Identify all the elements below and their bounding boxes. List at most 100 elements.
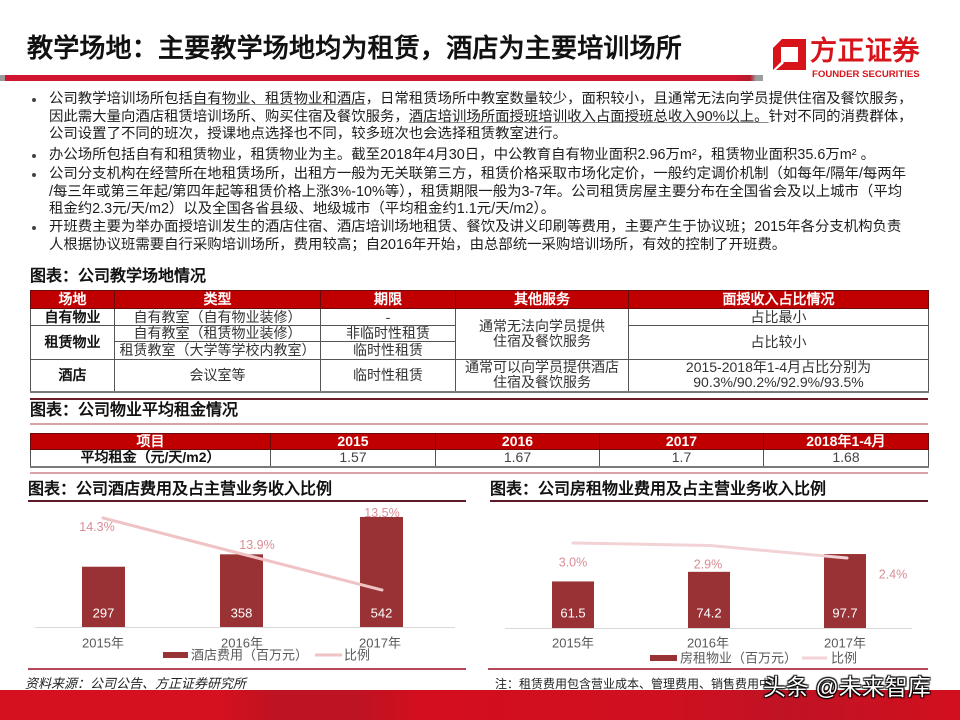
x-tick-label: 2017年 xyxy=(359,636,401,651)
underlined-segment: 酒店培训场所面授班培训收入占面授班总收入90%以上。 xyxy=(408,108,769,125)
rent-table-title: 图表：公司物业平均租金情况 xyxy=(30,402,239,419)
col-header-2016: 2016 xyxy=(435,433,600,450)
cell-item: 平均租金（元/天/m2） xyxy=(30,449,271,468)
x-tick-label: 2015年 xyxy=(552,636,594,651)
watermark: 头条 @未来智库 xyxy=(763,674,931,700)
text-segment: 公司教学培训场所包括 xyxy=(49,91,193,107)
table-row: 自有物业 自有教室（自有物业装修） - 通常无法向学员提供 住宿及餐饮服务 占比… xyxy=(30,308,929,360)
chart-title-underline xyxy=(490,500,928,502)
legend-label: 房租物业（百万元） xyxy=(680,651,797,666)
logo-text-en: FOUNDER SECURITIES xyxy=(812,69,920,80)
x-tick-label: 2016年 xyxy=(221,636,263,651)
chart-title-underline xyxy=(28,500,466,502)
legend-bar-swatch xyxy=(650,655,677,661)
bullet-line: 租金约2.3元/天/m2）以及全国各省县级、地级城市（平均租金约1.1元/天/m… xyxy=(49,201,556,217)
bullet-branch-leasing: 公司分支机构在经营所在地租赁场所，出租方一般为无关联第三方，租赁价格采取市场化定… xyxy=(32,166,907,219)
col-header-site: 场地 xyxy=(30,290,115,309)
logo-text-cn: 方正证券 xyxy=(810,36,920,66)
bullet-line: 公司分支机构在经营所在地租赁场所，出租方一般为无关联第三方，租赁价格采取市场化定… xyxy=(49,166,907,182)
hotel-expense-chart-canvas: 297 358 542 14.3% 13.9% 13.5% 2015年 2016… xyxy=(35,506,455,663)
ratio-label: 13.5% xyxy=(364,506,399,520)
cell-value-2018: 1.68 xyxy=(763,449,929,468)
bullet-dot-icon xyxy=(32,173,36,177)
cell-type: 自有教室（自有物业装修） xyxy=(114,308,321,326)
table-header-row: 项目 2015 2016 2017 2018年1-4月 xyxy=(30,433,929,450)
section-divider xyxy=(30,423,928,425)
bar-2015 xyxy=(82,566,125,627)
bullet-teaching-sites: 公司教学培训场所包括自有物业、租赁物业和酒店，日常租赁场所中教室数量较少，面积较… xyxy=(32,91,913,144)
cell-term: 临时性租赁 xyxy=(320,341,456,360)
text-segment: 因此需大量向酒店租赁培训场所、购买住宿及餐饮服务， xyxy=(49,108,409,125)
cell-services: 通常可以向学员提供酒店 住宿及餐饮服务 xyxy=(455,359,629,393)
rent-chart-title: 图表：公司房租物业费用及占主营业务收入比例 xyxy=(490,481,827,498)
bullet-line: 因此需大量向酒店租赁培训场所、购买住宿及餐饮服务，酒店培训场所面授班培训收入占面… xyxy=(49,109,913,127)
cell-term: 非临时性租赁 xyxy=(320,325,456,342)
text-segment: ，日常租赁场所中教室数量较少，面积较小，且通常无法向学员提供住宿及餐饮服务， xyxy=(365,91,913,107)
cell-type: 租赁教室（大学等学校内教室） xyxy=(114,341,321,360)
col-header-term: 期限 xyxy=(320,290,456,309)
cell-revenue-share: 2015-2018年1-4月占比分别为 90.3%/90.2%/92.9%/93… xyxy=(628,359,929,393)
bullet-office-space: 办公场所包括自有和租赁物业，租赁物业为主。截至2018年4月30日，中公教育自有… xyxy=(32,147,875,165)
bullet-line: 开班费主要为举办面授培训发生的酒店住宿、酒店培训场地租赁、餐饮及讲义印刷等费用，… xyxy=(49,219,902,235)
x-tick-label: 2017年 xyxy=(824,636,866,651)
bar-value-label: 358 xyxy=(231,606,253,621)
cell-revenue-share: 占比最小 xyxy=(628,308,929,326)
ratio-line xyxy=(571,541,849,560)
col-header-services: 其他服务 xyxy=(455,290,629,309)
chart-bottom-rule xyxy=(28,668,466,670)
bullet-dot-icon xyxy=(32,98,36,102)
table-row: 租赁教室（大学等学校内教室） 临时性租赁 xyxy=(31,341,929,360)
col-header-2017: 2017 xyxy=(599,433,764,450)
cell-term: 临时性租赁 xyxy=(320,359,456,393)
ratio-line xyxy=(101,516,384,592)
page-title: 教学场地：主要教学场地均为租赁，酒店为主要培训场所 xyxy=(27,33,683,63)
teaching-sites-table: 场地 类型 期限 其他服务 面授收入占比情况 自有物业 自有教室（自有物业装修）… xyxy=(30,290,929,393)
founder-logo-icon xyxy=(773,39,806,70)
bar-2017 xyxy=(824,554,866,628)
teaching-sites-table-title: 图表：公司教学场地情况 xyxy=(30,268,207,285)
hotel-chart-title: 图表：公司酒店费用及占主营业务收入比例 xyxy=(28,481,333,498)
bar-value-label: 542 xyxy=(371,606,393,621)
bullet-class-costs: 开班费主要为举办面授培训发生的酒店住宿、酒店培训场地租赁、餐饮及讲义印刷等费用，… xyxy=(32,219,902,254)
footnote: 注：租赁费用包含营业成本、管理费用、销售费用中 xyxy=(495,677,772,691)
bullet-line: 公司教学培训场所包括自有物业、租赁物业和酒店，日常租赁场所中教室数量较少，面积较… xyxy=(49,91,913,109)
bar-value-label: 97.7 xyxy=(832,606,857,621)
bar-2017 xyxy=(360,516,403,627)
table-row: 租赁物业 自有教室（租赁物业装修） 非临时性租赁 占比较小 xyxy=(30,325,929,360)
cell-value-2016: 1.67 xyxy=(435,449,600,468)
title-divider xyxy=(0,75,763,81)
cell-services: 通常无法向学员提供 住宿及餐饮服务 xyxy=(455,308,629,360)
cell-revenue-share: 占比较小 xyxy=(628,325,929,360)
bullet-dot-icon xyxy=(32,154,36,158)
bar-2016 xyxy=(688,571,730,628)
rent-expense-chart: 61.5 74.2 97.7 3.0% 2.9% 2.4% 2015年 2016… xyxy=(488,502,928,667)
x-tick-label: 2016年 xyxy=(687,636,729,651)
x-tick-label: 2015年 xyxy=(82,636,124,651)
table-header-row: 场地 类型 期限 其他服务 面授收入占比情况 xyxy=(30,290,929,309)
average-rent-table: 项目 2015 2016 2017 2018年1-4月 平均租金（元/天/m2）… xyxy=(30,433,929,468)
rent-expense-chart-canvas: 61.5 74.2 97.7 3.0% 2.9% 2.4% 2015年 2016… xyxy=(505,541,912,666)
legend-label: 比例 xyxy=(831,651,857,666)
underlined-segment: 自有物业、租赁物业和酒店 xyxy=(192,91,366,107)
legend-label: 比例 xyxy=(344,648,370,663)
col-header-revenue-share: 面授收入占比情况 xyxy=(628,290,929,309)
cell-value-2015: 1.57 xyxy=(270,449,436,468)
table-row: 平均租金（元/天/m2） 1.57 1.67 1.7 1.68 xyxy=(30,449,929,468)
source-note: 资料来源：公司公告、方正证券研究所 xyxy=(25,676,247,691)
bar-2016 xyxy=(220,554,263,627)
cell-site: 自有物业 xyxy=(30,308,115,326)
col-header-type: 类型 xyxy=(114,290,321,309)
cell-type: 自有教室（租赁物业装修） xyxy=(114,325,321,342)
ratio-label: 2.4% xyxy=(879,568,908,582)
section-divider xyxy=(30,472,928,474)
bullet-line: 公司设置了不同的班次，授课地点选择也不同，较多班次也会选择租赁教室进行。 xyxy=(49,126,568,142)
text-segment: 针对不同的消费群体， xyxy=(768,108,913,125)
table-row: 酒店 会议室等 临时性租赁 通常可以向学员提供酒店 住宿及餐饮服务 2015-2… xyxy=(30,359,929,393)
col-header-item: 项目 xyxy=(30,433,271,450)
hotel-expense-chart: 297 358 542 14.3% 13.9% 13.5% 2015年 2016… xyxy=(28,502,468,667)
bar-2015 xyxy=(552,581,594,628)
founder-logo: 方正证券 FOUNDER SECURITIES xyxy=(773,36,938,82)
chart-bottom-rule xyxy=(488,668,928,670)
bullet-line: 人根据协议班需要自行采购培训场所，费用较高；自2016年开始，由总部统一采购培训… xyxy=(49,236,787,253)
cell-site: 租赁物业 xyxy=(30,325,115,360)
